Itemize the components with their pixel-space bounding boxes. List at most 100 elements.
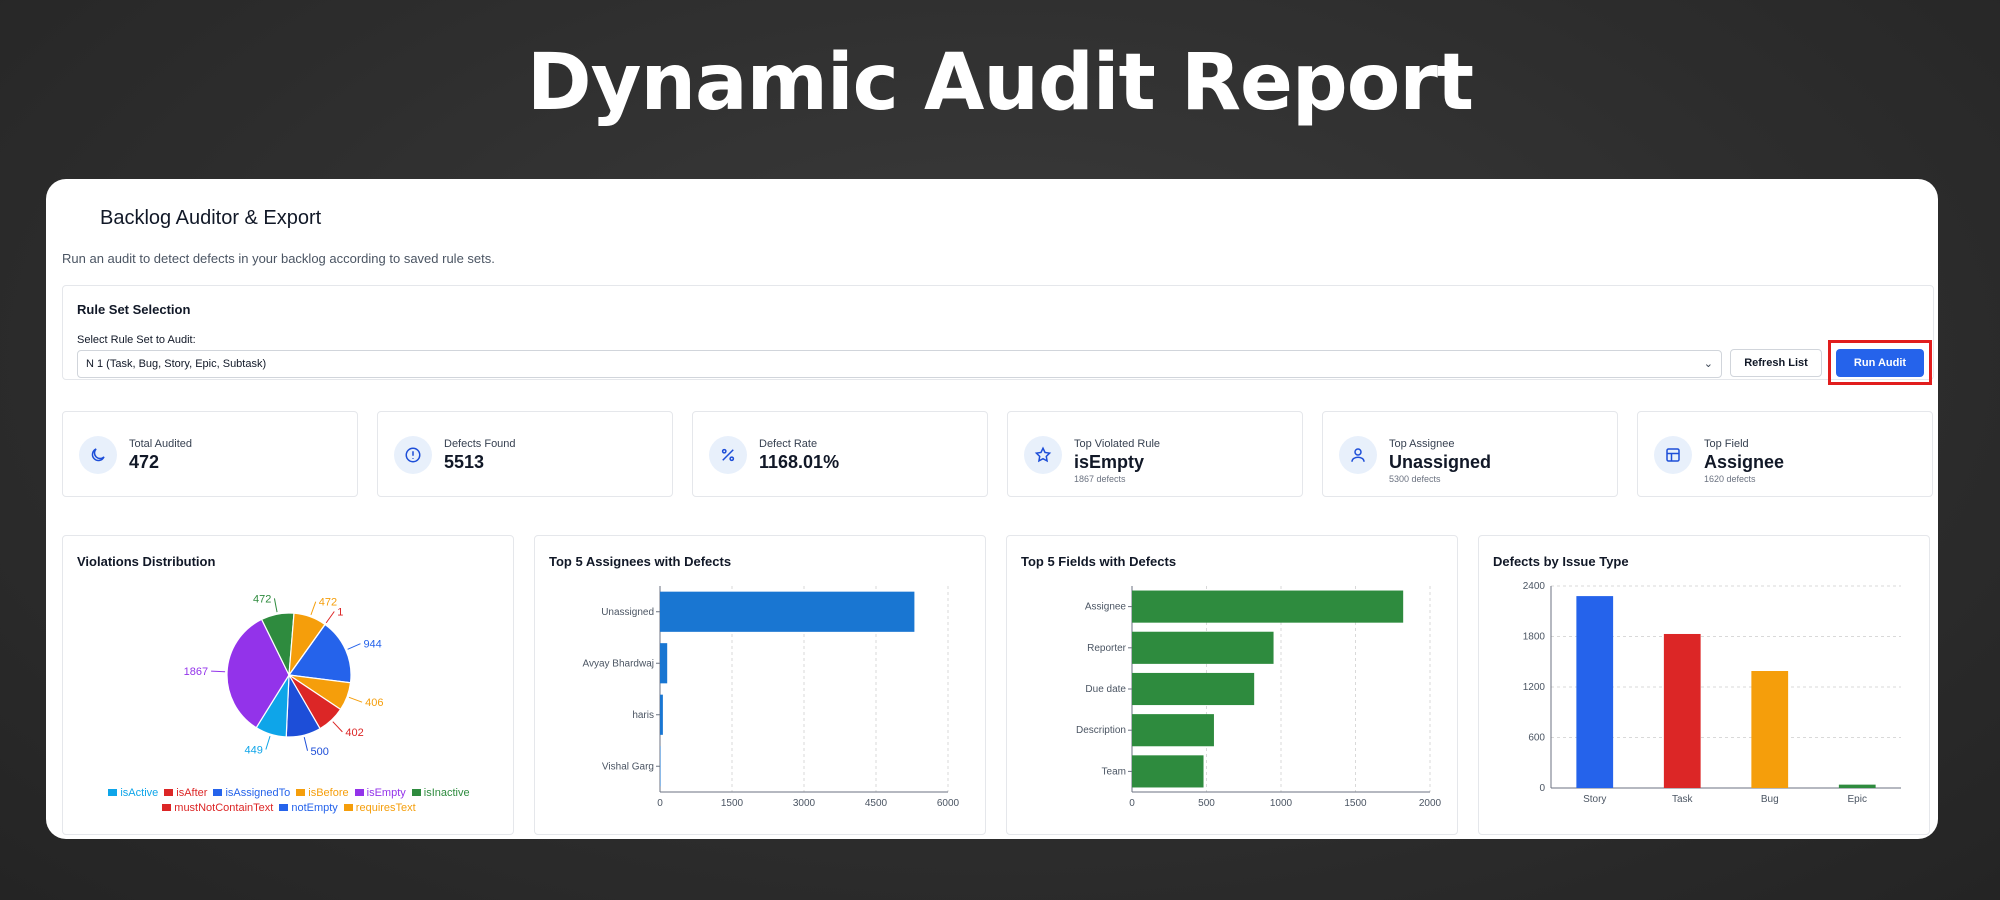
x-tick-label: 4500 xyxy=(865,798,888,809)
legend-item-mustNotContainText[interactable]: mustNotContainText xyxy=(162,801,273,816)
chart-card-violations: Violations Distribution 944 406 402 500 449 1… xyxy=(62,535,514,835)
pie-data-label: 449 xyxy=(245,744,263,756)
pie-slice-notEmpty xyxy=(287,623,352,684)
bar-story xyxy=(1576,596,1614,788)
x-tick-label: 2000 xyxy=(1419,798,1442,809)
stat-value: 5513 xyxy=(444,452,485,472)
chart-title: Violations Distribution xyxy=(77,554,216,569)
rule-set-selected-value: N 1 (Task, Bug, Story, Epic, Subtask) xyxy=(86,358,267,370)
y-tick-label: Due date xyxy=(1085,684,1126,695)
stat-card-top-assignee: Top Assignee Unassigned 5300 defects xyxy=(1322,411,1618,497)
bar-avyay-bhardwaj xyxy=(660,643,668,684)
x-tick-label: 0 xyxy=(657,798,663,809)
bar-epic xyxy=(1838,784,1876,788)
app-panel: Backlog Auditor & Export Run an audit to… xyxy=(46,179,1938,839)
pie-label-leader xyxy=(348,696,363,703)
y-tick-label: 2400 xyxy=(1523,581,1546,592)
star-icon xyxy=(1024,436,1062,474)
hero-title: Dynamic Audit Report xyxy=(526,38,1474,128)
pie-slice-isAfter xyxy=(288,623,326,676)
legend-swatch xyxy=(213,789,223,796)
stat-label: Top Assignee xyxy=(1389,438,1455,450)
pie-data-label: 406 xyxy=(365,697,383,709)
pie-data-label: 1867 xyxy=(184,666,208,678)
user-icon xyxy=(1339,436,1377,474)
stat-value: isEmpty xyxy=(1074,452,1145,472)
pie-label-leader xyxy=(310,601,317,616)
y-tick-label: 0 xyxy=(1539,783,1545,794)
pie-data-label: 402 xyxy=(345,727,363,739)
bar-due-date xyxy=(1132,672,1255,706)
bar-unassigned xyxy=(660,591,915,632)
run-audit-button[interactable]: Run Audit xyxy=(1836,349,1924,377)
legend-item-isActive[interactable]: isActive xyxy=(108,786,158,801)
x-tick-label: Task xyxy=(1672,794,1694,805)
rule-set-heading: Rule Set Selection xyxy=(77,302,191,317)
legend-swatch xyxy=(279,804,289,811)
stat-value: Assignee xyxy=(1704,452,1785,472)
stat-label: Defects Found xyxy=(444,438,516,450)
stat-subtext: 1867 defects xyxy=(1074,474,1126,484)
bar-vishal-garg xyxy=(660,746,661,787)
stat-subtext: 5300 defects xyxy=(1389,474,1441,484)
y-tick-label: Reporter xyxy=(1087,643,1127,654)
legend-label: mustNotContainText xyxy=(174,802,274,814)
chart-title: Top 5 Assignees with Defects xyxy=(549,554,732,569)
legend-item-isInactive[interactable]: isInactive xyxy=(411,786,470,801)
pie-label-leader xyxy=(332,721,343,733)
y-tick-label: 600 xyxy=(1528,733,1545,744)
x-tick-label: Story xyxy=(1583,794,1606,805)
legend-label: isActive xyxy=(120,787,159,799)
stat-card-defects-found: Defects Found 5513 xyxy=(377,411,673,497)
pie-label-leader xyxy=(347,643,361,650)
pie-data-label: 472 xyxy=(319,597,337,609)
pie-label-leader xyxy=(265,735,271,750)
legend-item-notEmpty[interactable]: notEmpty xyxy=(279,801,338,816)
chart-title: Top 5 Fields with Defects xyxy=(1021,554,1177,569)
chart-title: Defects by Issue Type xyxy=(1493,554,1629,569)
pie-data-label: 1 xyxy=(337,606,343,618)
y-tick-label: Unassigned xyxy=(601,607,654,618)
y-tick-label: 1200 xyxy=(1523,682,1546,693)
refresh-list-button[interactable]: Refresh List xyxy=(1730,349,1822,377)
run-audit-highlight xyxy=(1828,340,1932,385)
legend-swatch xyxy=(296,789,306,796)
x-tick-label: 1500 xyxy=(1344,798,1367,809)
chevron-down-icon: ⌄ xyxy=(1703,358,1713,370)
y-tick-label: Team xyxy=(1102,766,1126,777)
stat-label: Top Violated Rule xyxy=(1074,438,1161,450)
legend-label: isAssignedTo xyxy=(225,787,291,799)
legend-item-isAfter[interactable]: isAfter xyxy=(164,786,207,801)
alert-circle-icon xyxy=(394,436,432,474)
legend-label: isBefore xyxy=(308,787,349,799)
legend-swatch xyxy=(162,804,172,811)
legend-item-requiresText[interactable]: requiresText xyxy=(343,801,416,816)
bar-task xyxy=(1663,633,1701,788)
app-subtitle: Run an audit to detect defects in your b… xyxy=(62,251,495,266)
bar-haris xyxy=(660,694,663,735)
legend-item-isBefore[interactable]: isBefore xyxy=(296,786,349,801)
assignees-bar-chart: 0 1500 3000 4500 6000 Unassigned Avyay Bhardwa… xyxy=(582,586,960,809)
x-tick-label: 3000 xyxy=(793,798,816,809)
percent-icon xyxy=(709,436,747,474)
pie-label-leader xyxy=(273,598,278,613)
chart-card-issue-types: Defects by Issue Type 0 600 1200 1800 2400 St… xyxy=(1478,535,1930,835)
legend-label: isInactive xyxy=(423,787,470,799)
stat-card-total-audited: Total Audited 472 xyxy=(62,411,358,497)
rule-set-select[interactable]: N 1 (Task, Bug, Story, Epic, Subtask) ⌄ xyxy=(77,350,1722,378)
legend-item-isAssignedTo[interactable]: isAssignedTo xyxy=(213,786,290,801)
rule-set-label: Select Rule Set to Audit: xyxy=(77,334,196,346)
bar-team xyxy=(1132,755,1204,788)
legend-label: isAfter xyxy=(176,787,208,799)
legend-swatch xyxy=(108,789,118,796)
stat-card-top-field: Top Field Assignee 1620 defects xyxy=(1637,411,1933,497)
y-tick-label: Assignee xyxy=(1085,602,1127,613)
legend-item-isEmpty[interactable]: isEmpty xyxy=(354,786,406,801)
y-tick-label: Vishal Garg xyxy=(602,761,654,772)
pie-data-label: 472 xyxy=(253,593,271,605)
pie-slice-isEmpty xyxy=(226,618,290,729)
moon-icon xyxy=(79,436,117,474)
stat-label: Defect Rate xyxy=(759,438,818,450)
bar-description xyxy=(1132,714,1214,747)
